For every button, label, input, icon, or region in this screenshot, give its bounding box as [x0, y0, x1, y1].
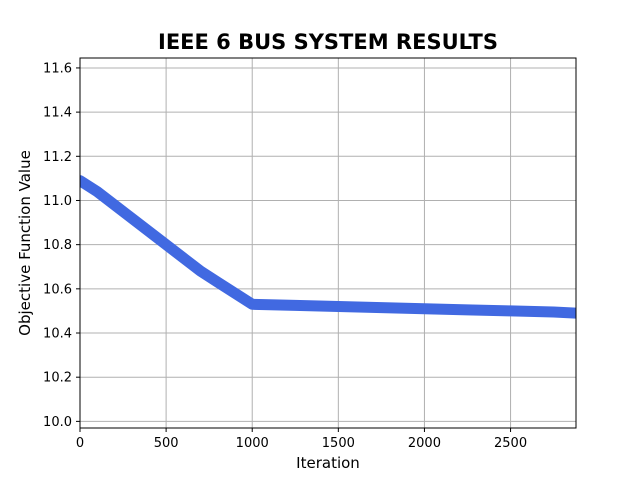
- y-tick-label: 10.8: [43, 238, 72, 253]
- x-axis-ticks: 0 500 1000 1500 2000 2500: [76, 428, 527, 451]
- y-tick-label: 10.4: [43, 327, 72, 342]
- y-axis-ticks: 10.0 10.2 10.4 10.6 10.8 11.0 11.2 11.4 11.6: [43, 61, 80, 429]
- grid-lines: [80, 58, 576, 428]
- chart-title: IEEE 6 BUS SYSTEM RESULTS: [158, 30, 498, 54]
- x-tick-label: 2500: [494, 436, 527, 451]
- y-tick-label: 10.2: [43, 371, 72, 386]
- x-tick-label: 1000: [236, 436, 269, 451]
- y-tick-label: 11.2: [43, 150, 72, 165]
- y-tick-label: 10.0: [43, 415, 72, 430]
- y-tick-label: 11.6: [43, 61, 72, 76]
- y-axis-label: Objective Function Value: [16, 150, 34, 336]
- x-axis-label: Iteration: [296, 454, 360, 472]
- y-tick-label: 11.4: [43, 106, 72, 121]
- x-tick-label: 2000: [408, 436, 441, 451]
- y-tick-label: 10.6: [43, 282, 72, 297]
- x-tick-label: 0: [76, 436, 84, 451]
- x-tick-label: 500: [154, 436, 179, 451]
- y-tick-label: 11.0: [43, 194, 72, 209]
- x-tick-label: 1500: [322, 436, 355, 451]
- plot-frame: [80, 58, 576, 428]
